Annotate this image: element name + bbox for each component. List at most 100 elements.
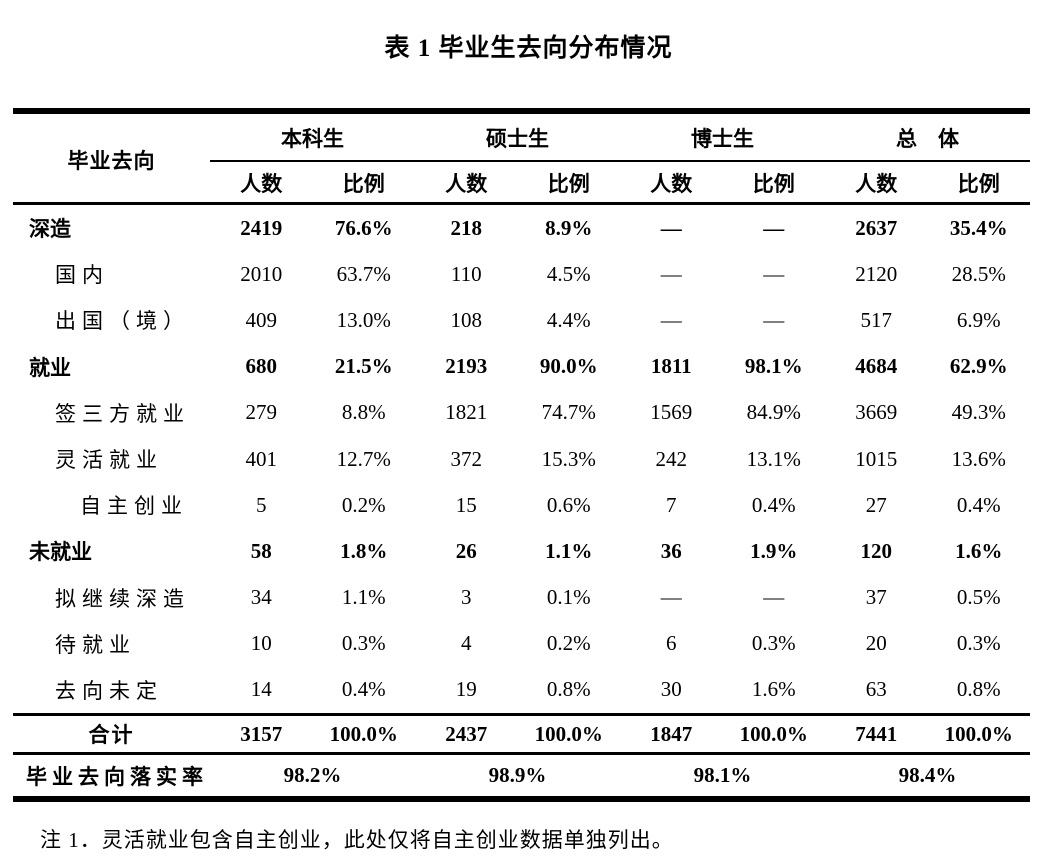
- table-cell: 13.0%: [336, 307, 391, 332]
- row-label: 就业: [29, 355, 71, 380]
- sub-header-count: 人数: [855, 172, 898, 196]
- table-cell: 2010: [240, 261, 283, 286]
- table-cell: 218: [450, 215, 483, 240]
- sub-header-ratio: 比例: [342, 172, 385, 196]
- table-row: 灵活就业 401 12.7% 372 15.3% 242 13.1% 1015 …: [13, 436, 1030, 482]
- table-cell: 4: [461, 631, 472, 656]
- table-cell: —: [660, 215, 682, 240]
- table-cell: 1811: [650, 354, 692, 379]
- table-cell: 517: [860, 307, 893, 332]
- table-cell: 279: [245, 400, 278, 425]
- total-row: 合计 3157 100.0% 2437 100.0% 1847 100.0% 7…: [13, 713, 1030, 756]
- graduate-destination-table: 毕业去向 本科生 硕士生 博士生 总 体 人数 比例 人数 比例 人数 比例 人…: [13, 108, 1030, 803]
- table-cell: 0.1%: [546, 585, 591, 610]
- table-cell: 1.6%: [955, 538, 1003, 563]
- table-cell: 0.4%: [751, 492, 796, 517]
- sub-header-row: 人数 比例 人数 比例 人数 比例 人数 比例: [13, 161, 1030, 205]
- table-cell: 35.4%: [949, 215, 1008, 240]
- table-cell: 100.0%: [329, 721, 398, 746]
- sub-header-ratio: 比例: [957, 172, 1000, 196]
- table-cell: 0.4%: [341, 677, 386, 702]
- table-cell: 7441: [855, 721, 898, 746]
- table-cell: 19: [455, 677, 477, 702]
- table-cell: —: [660, 307, 682, 332]
- table-cell: 108: [450, 307, 483, 332]
- row-label: 深造: [29, 217, 71, 242]
- table-cell: 372: [450, 446, 483, 471]
- table-cell: 20: [865, 631, 887, 656]
- table-row: 深造 2419 76.6% 218 8.9% — — 2637 35.4%: [13, 205, 1030, 251]
- table-cell: 13.1%: [746, 446, 801, 471]
- table-cell: 4684: [855, 354, 898, 379]
- group-header-row: 本科生 硕士生 博士生 总 体: [13, 114, 1030, 161]
- table-cell: 2120: [855, 261, 898, 286]
- table-cell: 76.6%: [334, 215, 393, 240]
- table-cell: —: [660, 261, 682, 286]
- table-cell: 3669: [855, 400, 898, 425]
- table-cell: 74.7%: [541, 400, 596, 425]
- table-cell: 0.2%: [546, 631, 591, 656]
- row-label: 自主创业: [80, 494, 188, 519]
- row-label: 去向未定: [55, 678, 163, 703]
- table-cell: 3157: [240, 721, 283, 746]
- table-row: 自主创业 5 0.2% 15 0.6% 7 0.4% 27 0.4%: [13, 482, 1030, 528]
- sub-header-count: 人数: [240, 172, 283, 196]
- table-cell: 2437: [445, 721, 488, 746]
- row-label: 毕业去向落实率: [26, 764, 208, 789]
- table-row: 签三方就业 279 8.8% 1821 74.7% 1569 84.9% 366…: [13, 390, 1030, 436]
- table-cell: 8.9%: [545, 215, 593, 240]
- table-cell: 98.1%: [693, 763, 752, 788]
- table-cell: 26: [455, 538, 477, 563]
- table-cell: 34: [250, 585, 272, 610]
- group-header-total: 总 体: [896, 126, 959, 151]
- table-cell: 1.9%: [750, 538, 798, 563]
- row-label: 合计: [88, 723, 135, 748]
- stub-header: 毕业去向: [67, 148, 156, 173]
- table-cell: 100.0%: [944, 721, 1013, 746]
- table-cell: 58: [250, 538, 272, 563]
- table-title: 表 1 毕业生去向分布情况: [384, 35, 673, 62]
- table-cell: —: [763, 215, 785, 240]
- sub-header-ratio: 比例: [752, 172, 795, 196]
- table-cell: 6.9%: [956, 307, 1001, 332]
- table-cell: 90.0%: [539, 354, 598, 379]
- table-row: 去向未定 14 0.4% 19 0.8% 30 1.6% 63 0.8%: [13, 667, 1030, 713]
- table-cell: 8.8%: [341, 400, 386, 425]
- table-cell: 1015: [855, 446, 898, 471]
- table-cell: —: [763, 261, 785, 286]
- table-cell: 98.9%: [488, 763, 547, 788]
- placement-rate-row: 毕业去向落实率 98.2% 98.9% 98.1% 98.4%: [13, 755, 1030, 796]
- table-cell: 110: [450, 261, 482, 286]
- table-cell: 0.4%: [956, 492, 1001, 517]
- table-cell: 21.5%: [334, 354, 393, 379]
- table-cell: 401: [245, 446, 278, 471]
- table-row: 未就业 58 1.8% 26 1.1% 36 1.9% 120 1.6%: [13, 528, 1030, 574]
- table-cell: 84.9%: [746, 400, 801, 425]
- table-cell: 100.0%: [739, 721, 808, 746]
- table-row: 拟继续深造 34 1.1% 3 0.1% — — 37 0.5%: [13, 575, 1030, 621]
- table-cell: 242: [655, 446, 688, 471]
- table-body: 深造 2419 76.6% 218 8.9% — — 2637 35.4% 国内…: [13, 205, 1030, 713]
- footnote: 注 1．灵活就业包含自主创业，此处仅将自主创业数据单独列出。: [40, 828, 674, 852]
- table-cell: 0.8%: [546, 677, 591, 702]
- table-cell: 0.3%: [956, 631, 1001, 656]
- table-cell: 10: [250, 631, 272, 656]
- row-label: 拟继续深造: [55, 586, 190, 611]
- table-cell: 36: [660, 538, 682, 563]
- table-cell: 0.3%: [751, 631, 796, 656]
- table-cell: 4.4%: [546, 307, 591, 332]
- row-label: 灵活就业: [55, 448, 163, 473]
- table-cell: 98.4%: [898, 763, 957, 788]
- table-cell: 1.1%: [341, 585, 386, 610]
- table-cell: 409: [245, 307, 278, 332]
- table-cell: 3: [461, 585, 472, 610]
- table-cell: 1821: [445, 400, 488, 425]
- table-cell: 0.8%: [956, 677, 1001, 702]
- table-header: 毕业去向 本科生 硕士生 博士生 总 体 人数 比例 人数 比例 人数 比例 人…: [13, 114, 1030, 205]
- table-cell: 120: [860, 538, 893, 563]
- table-cell: 0.3%: [341, 631, 386, 656]
- table-cell: 1.6%: [751, 677, 796, 702]
- table-cell: 98.1%: [744, 354, 803, 379]
- table-cell: 7: [666, 492, 677, 517]
- row-label: 未就业: [29, 540, 92, 565]
